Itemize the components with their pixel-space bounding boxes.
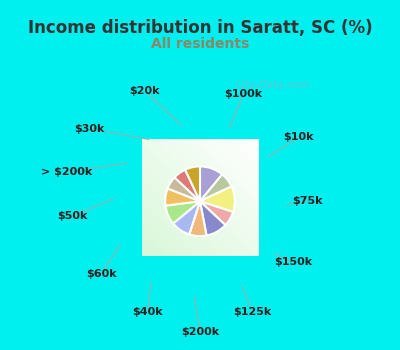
Wedge shape	[185, 166, 200, 201]
Wedge shape	[166, 201, 200, 223]
Wedge shape	[174, 170, 200, 201]
Wedge shape	[200, 201, 233, 225]
Wedge shape	[189, 201, 206, 236]
Text: Income distribution in Saratt, SC (%): Income distribution in Saratt, SC (%)	[28, 19, 372, 37]
Wedge shape	[200, 201, 226, 236]
Text: > $200k: > $200k	[41, 167, 92, 177]
Text: $30k: $30k	[74, 124, 105, 134]
Text: $200k: $200k	[181, 327, 219, 337]
Wedge shape	[200, 187, 235, 212]
Text: $150k: $150k	[274, 257, 312, 267]
Text: $75k: $75k	[292, 196, 323, 206]
Text: $100k: $100k	[224, 89, 263, 99]
Wedge shape	[173, 201, 200, 234]
Text: All residents: All residents	[151, 37, 249, 51]
Text: $40k: $40k	[132, 307, 163, 317]
Wedge shape	[168, 177, 200, 201]
Text: $125k: $125k	[233, 307, 272, 317]
Text: $20k: $20k	[130, 86, 160, 96]
Text: $10k: $10k	[284, 132, 314, 142]
Text: $50k: $50k	[57, 211, 87, 221]
Wedge shape	[200, 174, 232, 201]
Wedge shape	[200, 166, 222, 201]
Text: $60k: $60k	[86, 269, 116, 279]
Wedge shape	[165, 188, 200, 205]
Text: City-Data.com: City-Data.com	[236, 80, 310, 90]
